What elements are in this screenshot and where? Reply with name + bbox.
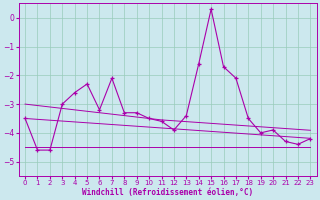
X-axis label: Windchill (Refroidissement éolien,°C): Windchill (Refroidissement éolien,°C) bbox=[82, 188, 253, 197]
